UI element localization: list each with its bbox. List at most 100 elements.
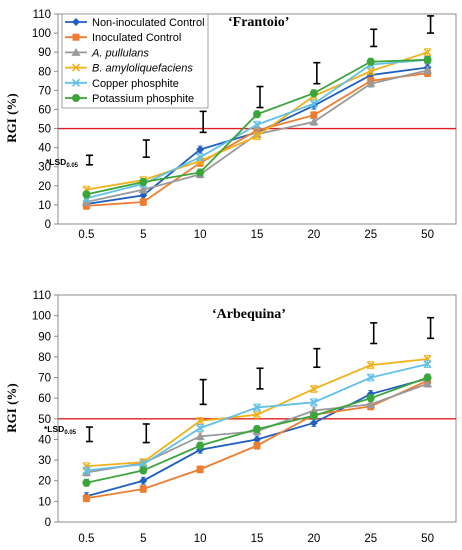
chart-2-data-point-stroke-b bbox=[82, 466, 91, 475]
chart-2-data-point bbox=[82, 478, 91, 487]
chart-1-y-tick-label: 80 bbox=[38, 66, 51, 78]
chart-2-data-point-stroke-b bbox=[196, 424, 205, 433]
chart-1-legend-label: Copper phosphite bbox=[92, 78, 179, 90]
chart-1-lsd-bar bbox=[427, 15, 435, 34]
chart-1-legend-entry: B. amyloliquefaciens bbox=[65, 63, 193, 75]
chart-2-y-tick-label: 10 bbox=[38, 496, 51, 508]
chart-1-x-tick-label: 15 bbox=[251, 229, 264, 241]
chart-2-data-point bbox=[309, 384, 318, 393]
chart-1-x-tick-label: 20 bbox=[307, 229, 320, 241]
chart-1-title: ‘Frantoio’ bbox=[228, 15, 289, 30]
chart-2-data-point bbox=[82, 466, 91, 475]
chart-2-y-axis-title: RGI (%) bbox=[4, 383, 19, 432]
chart-2-y-tick-label: 100 bbox=[32, 311, 51, 323]
chart-2-x-tick-label: 50 bbox=[421, 533, 434, 545]
chart-2-y-tick-label: 50 bbox=[38, 414, 51, 426]
chart-2-x-tick-label: 15 bbox=[251, 533, 264, 545]
chart-1-lsd-bar bbox=[199, 110, 207, 134]
chart-1-data-point bbox=[309, 99, 318, 108]
chart-1-data-point bbox=[366, 57, 375, 66]
chart-2-data-point bbox=[309, 418, 318, 427]
chart-1-x-axis: 0.5 5 10 15 20 25 50 bbox=[78, 229, 434, 241]
chart-2-y-tick-label: 20 bbox=[38, 476, 51, 488]
chart-1-legend-entry: Inoculated Control bbox=[65, 32, 181, 44]
chart-1-y-tick-label: 100 bbox=[32, 28, 51, 40]
chart-2-data-point bbox=[139, 476, 148, 485]
chart-1-x-tick-label: 0.5 bbox=[78, 229, 94, 241]
chart-1-legend-swatch-marker bbox=[71, 78, 81, 87]
chart-1-data-point bbox=[309, 89, 318, 98]
chart-1-x-tick-label: 25 bbox=[364, 229, 377, 241]
chart-1-data-point bbox=[253, 110, 261, 119]
chart-2-data-point bbox=[423, 360, 432, 369]
chart-2-data-point-stroke-b bbox=[366, 373, 375, 382]
chart-1-y-tick-label: 70 bbox=[38, 85, 51, 97]
chart-1-legend-label: Non-inoculated Control bbox=[92, 17, 205, 29]
chart-1-lsd-bar bbox=[256, 85, 264, 109]
chart-2-lsd-bar bbox=[313, 347, 321, 369]
chart-2-lsd-label: *LSD0.05 bbox=[44, 424, 77, 436]
chart-2-x-tick-label: 20 bbox=[307, 533, 320, 545]
chart-1-x-tick-label: 50 bbox=[421, 229, 434, 241]
chart-2-lsd-bar bbox=[199, 378, 207, 406]
chart-1-legend-entry: Non-inoculated Control bbox=[65, 17, 205, 29]
chart-2-data-point bbox=[139, 485, 147, 493]
chart-1-legend-swatch-marker bbox=[72, 94, 80, 102]
chart-2-series-4 bbox=[82, 354, 432, 471]
chart-2-lsd-bars bbox=[85, 316, 435, 444]
chart-2-data-point bbox=[309, 411, 318, 420]
chart-1-legend-swatch-marker bbox=[72, 18, 80, 26]
chart-1-legend-swatch-marker bbox=[71, 63, 81, 72]
chart-1-data-point bbox=[310, 111, 318, 119]
chart-1-data-point-stroke-b bbox=[366, 67, 375, 76]
chart-2-data-point bbox=[423, 373, 432, 382]
chart-2-plot-frame bbox=[57, 294, 457, 523]
chart-2-y-axis: 0 10 20 30 40 50 60 70 80 90 100 110 bbox=[32, 290, 58, 529]
chart-2-x-tick-label: 25 bbox=[364, 533, 377, 545]
chart-2-data-point-stroke-b bbox=[252, 410, 262, 419]
chart-2-data-point bbox=[366, 399, 376, 408]
chart-1-x-tick-label: 5 bbox=[140, 229, 146, 241]
chart-1-lsd-label-prefix: *LSD bbox=[46, 157, 66, 167]
chart-2-data-point bbox=[253, 442, 261, 450]
chart-2-y-tick-label: 80 bbox=[38, 352, 51, 364]
chart-2-title: ‘Arbequina’ bbox=[212, 307, 286, 322]
chart-2-data-point-stroke-b bbox=[366, 361, 375, 370]
chart-1-data-point bbox=[196, 145, 205, 154]
chart-1-y-axis: 0 10 20 30 40 50 60 70 80 90 100 110 bbox=[32, 9, 58, 231]
chart-2-data-point bbox=[196, 441, 205, 450]
chart-1-lsd-bar bbox=[142, 139, 150, 158]
chart-1-plot-frame bbox=[57, 13, 457, 225]
chart-1-y-tick-label: 110 bbox=[33, 9, 51, 21]
chart-2-data-point bbox=[252, 410, 262, 419]
chart-1-x-tick-label: 10 bbox=[194, 229, 207, 241]
chart-1-data-point bbox=[196, 153, 205, 162]
chart-2-data-point-stroke-b bbox=[252, 403, 262, 412]
chart-1-data-point bbox=[366, 79, 376, 88]
chart-2-data-point bbox=[252, 403, 262, 412]
chart-1-data-point bbox=[82, 190, 91, 199]
chart-2-data-point-stroke-b bbox=[309, 398, 318, 407]
chart-1-data-point bbox=[366, 67, 375, 76]
chart-2-lsd-bar bbox=[256, 367, 264, 390]
chart-1-data-point bbox=[423, 48, 432, 57]
chart-2-data-point bbox=[195, 431, 205, 440]
chart-2-data-point bbox=[423, 379, 433, 388]
chart-1-legend-label: Potassium phosphite bbox=[92, 93, 194, 105]
chart-2-lsd-label-prefix: *LSD bbox=[44, 424, 64, 434]
chart-2-data-point-stroke-b bbox=[309, 384, 318, 393]
chart-1-y-tick-label: 60 bbox=[38, 104, 51, 116]
chart-2-data-point-stroke-b bbox=[196, 416, 205, 425]
chart-2-lsd-bar bbox=[427, 316, 435, 340]
chart-1-data-point-stroke-b bbox=[252, 120, 262, 129]
chart-2-data-point-stroke-b bbox=[423, 360, 432, 369]
chart-1-data-point-stroke-b bbox=[423, 48, 432, 57]
chart-1-legend-swatch-marker bbox=[71, 47, 81, 56]
chart-2-y-tick-label: 60 bbox=[38, 393, 51, 405]
chart-1-legend-box bbox=[61, 13, 209, 109]
chart-1-legend-swatch-marker-stroke-b bbox=[71, 78, 81, 87]
chart-2: 0 10 20 30 40 50 60 70 80 90 100 110 RGI (%) 0.5 5 10 15… bbox=[4, 290, 457, 545]
chart-2-x-axis: 0.5 5 10 15 20 25 50 bbox=[78, 533, 434, 545]
chart-2-lsd-bar bbox=[142, 423, 150, 444]
